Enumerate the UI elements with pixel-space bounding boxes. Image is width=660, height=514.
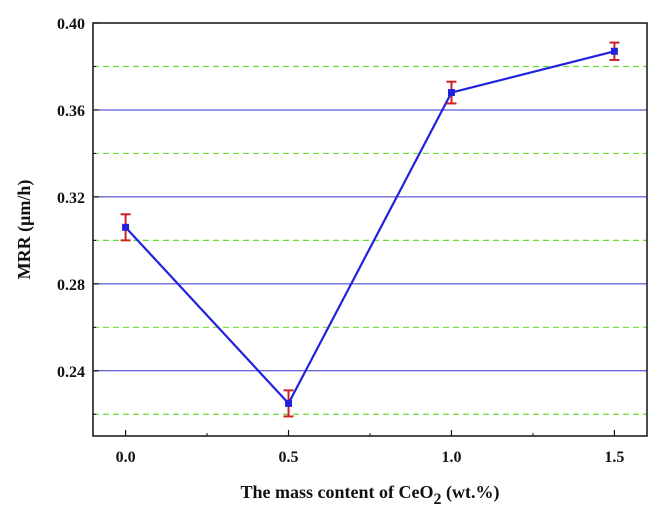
x-tick-label: 0.0: [116, 449, 136, 466]
x-axis-label-main: The mass content of CeO: [241, 482, 434, 502]
grid-layer: [93, 65, 647, 415]
x-axis-label: The mass content of CeO2 (wt.%): [241, 482, 500, 508]
y-axis-label: MRR (μm/h): [14, 180, 35, 280]
x-axis-label-subscript: 2: [434, 491, 442, 508]
x-tick-label: 1.0: [441, 449, 461, 466]
series-layer: [120, 41, 620, 418]
series-line: [124, 50, 615, 406]
data-point: [610, 47, 618, 55]
x-axis-label-suffix: (wt.%): [442, 482, 500, 503]
y-tick-label: 0.36: [57, 103, 85, 120]
x-tick-label: 0.5: [279, 449, 299, 466]
plot-frame: [92, 22, 648, 437]
tick-layer: 0.0 0.5 1.0 1.5 0.24 0.28 0.32 0.36 0.40: [57, 16, 624, 466]
data-point: [285, 399, 293, 407]
y-tick-label: 0.40: [57, 16, 85, 33]
y-tick-label: 0.28: [57, 277, 85, 294]
data-point: [447, 89, 455, 97]
data-point: [122, 223, 130, 231]
y-tick-label: 0.24: [57, 364, 85, 381]
x-tick-label: 1.5: [604, 449, 624, 466]
y-tick-label: 0.32: [57, 190, 85, 207]
